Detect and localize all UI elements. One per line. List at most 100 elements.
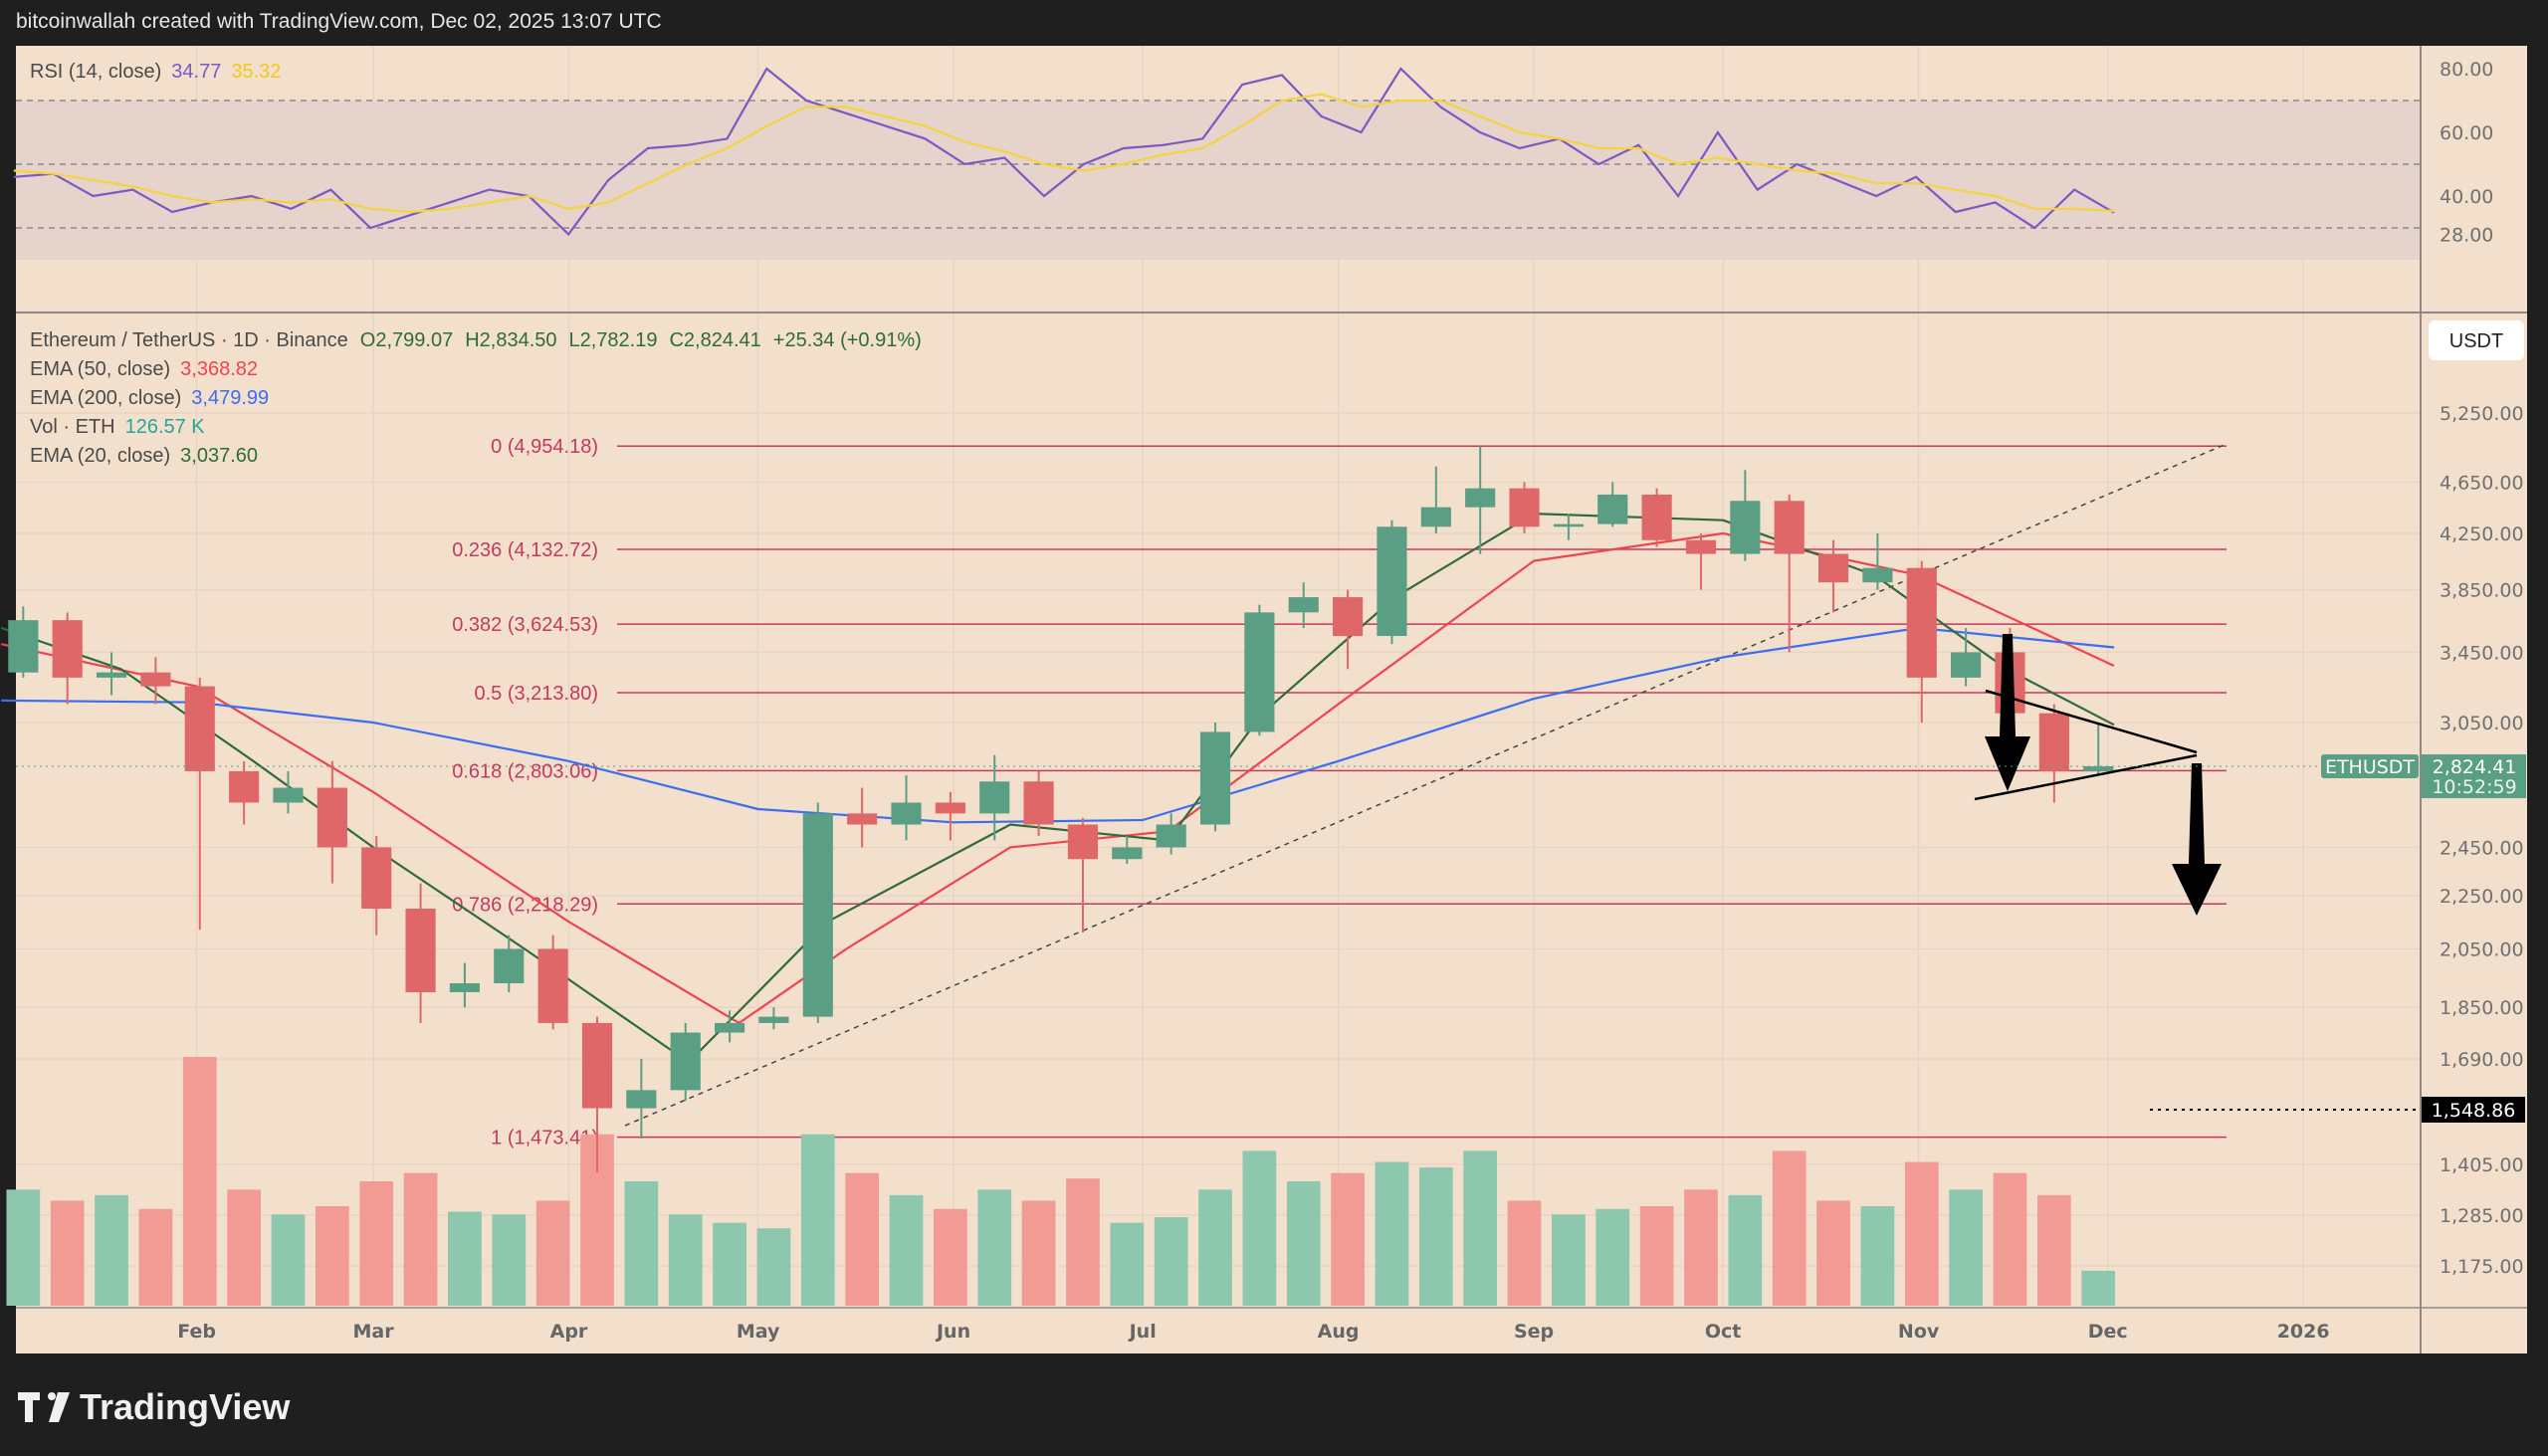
candles (8, 446, 2114, 1173)
price-tick-label: 2,250.00 (2440, 886, 2524, 908)
price-tick-label: 5,250.00 (2440, 403, 2524, 425)
candle-body (626, 1090, 657, 1109)
currency-label: USDT (2449, 330, 2503, 352)
fib-level-label: 0.786 (2,218.29) (452, 894, 598, 916)
symbol-legend[interactable]: Ethereum / TetherUS · 1D · Binance O2,799… (30, 329, 922, 351)
volume-bar (95, 1194, 128, 1306)
time-tick-label: Sep (1514, 1321, 1554, 1343)
triangle-upper-line[interactable] (1985, 689, 2198, 754)
volume-bar (182, 1057, 217, 1306)
trendline[interactable] (624, 443, 2228, 1127)
time-tick-label: Dec (2088, 1321, 2128, 1343)
price-tick-label: 1,405.00 (2440, 1154, 2524, 1176)
time-tick-label: Aug (1318, 1321, 1360, 1343)
time-tick-label: Jul (1128, 1321, 1157, 1343)
candle-body (1465, 488, 1496, 508)
price-tick-label: 1,690.00 (2440, 1049, 2524, 1071)
fib-level-label: 0 (4,954.18) (491, 436, 598, 458)
price-tick-label: 4,250.00 (2440, 523, 2524, 545)
time-tick-label: Oct (1705, 1321, 1742, 1343)
symbol-tag: ETHUSDT (2325, 756, 2415, 778)
triangle-pattern[interactable] (1974, 689, 2198, 801)
price-tick-label: 4,650.00 (2440, 472, 2524, 494)
volume-bar (977, 1189, 1012, 1306)
ema50-legend[interactable]: EMA (50, close) 3,368.82 (30, 358, 258, 380)
time-tick-label: 2026 (2277, 1321, 2330, 1343)
candle-body (537, 948, 568, 1023)
triangle-lower-line[interactable] (1974, 753, 2198, 801)
volume-bar (1331, 1172, 1365, 1306)
volume-bar (1816, 1200, 1850, 1306)
ema200-legend[interactable]: EMA (200, close) 3,479.99 (30, 387, 269, 409)
marker-price-label: 1,548.86 (2422, 1097, 2525, 1123)
volume-bar (1242, 1150, 1277, 1306)
rsi-legend[interactable]: RSI (14, close) 34.77 35.32 (30, 61, 281, 83)
volume-bar (845, 1172, 880, 1306)
rsi-tick-label: 60.00 (2440, 122, 2493, 144)
fib-level-label: 0.5 (3,213.80) (474, 683, 598, 705)
volume-bar (1860, 1206, 1895, 1306)
volume-bar (271, 1214, 306, 1306)
volume-bar (1154, 1217, 1188, 1306)
currency-button[interactable]: USDT (2429, 320, 2524, 360)
volume-bar (1066, 1178, 1100, 1306)
price-tick-label: 2,450.00 (2440, 837, 2524, 859)
fib-level-label: 1 (1,473.41) (491, 1128, 598, 1149)
arrow-down-icon[interactable] (2172, 763, 2222, 916)
candle-body (1597, 494, 1628, 524)
volume-bar (315, 1206, 349, 1306)
fib-level-label: 0.236 (4,132.72) (452, 539, 598, 561)
tradingview-logo[interactable]: TradingView (18, 1386, 290, 1428)
volume-bar (624, 1181, 659, 1306)
candle-body (714, 1022, 745, 1033)
ema20-legend[interactable]: EMA (20, close) 3,037.60 (30, 445, 258, 467)
bar-countdown: 10:52:59 (2432, 776, 2516, 798)
time-tick-label: Nov (1898, 1321, 1940, 1343)
volume-bar (403, 1172, 438, 1306)
candle-body (317, 787, 347, 848)
volume-bar (1021, 1200, 1056, 1306)
candle-body (1685, 539, 1717, 554)
candle-body (449, 983, 481, 992)
candle-body (802, 813, 833, 1017)
tradingview-logo-icon (18, 1392, 70, 1422)
candle-body (1553, 523, 1584, 527)
rsi-axis[interactable]: 80.00 60.00 40.00 28.00 (2440, 59, 2493, 246)
candle-body (96, 672, 127, 678)
volume-bar (889, 1194, 924, 1306)
ema50-line (0, 531, 2115, 1025)
candle-body (1244, 612, 1275, 732)
volume-bar (1639, 1206, 1674, 1306)
candle-body (1951, 652, 1982, 678)
candle-body (52, 620, 83, 678)
price-axis[interactable]: 5,250.00 4,650.00 4,250.00 3,850.00 3,450.00… (2440, 403, 2524, 1278)
rsi-line (13, 67, 2115, 237)
candle-body (847, 813, 878, 825)
candle-body (184, 686, 215, 771)
volume-bar (668, 1214, 703, 1306)
volume-bar (800, 1134, 835, 1306)
fibonacci-levels[interactable]: 0 (4,954.18) 0.236 (4,132.72) 0.382 (3,624… (452, 436, 2227, 1149)
time-axis[interactable]: Feb Mar Apr May Jun Jul Aug Sep Oct Nov Dec 2026 (177, 1321, 2329, 1343)
volume-bar (756, 1228, 791, 1306)
volume-bar (1728, 1194, 1763, 1306)
attribution-text: bitcoinwallah created with TradingView.c… (16, 10, 662, 33)
volume-bars (6, 1057, 2116, 1306)
volume-legend[interactable]: Vol · ETH 126.57 K (30, 416, 205, 438)
volume-bar (1110, 1222, 1145, 1306)
volume-bar (535, 1200, 570, 1306)
volume-bar (492, 1214, 527, 1306)
candle-body (979, 781, 1010, 814)
arrow-down-icon[interactable] (1985, 634, 2030, 791)
rsi-series (13, 67, 2115, 237)
volume-bar (1949, 1189, 1983, 1306)
rsi-signal-line (13, 93, 2115, 214)
volume-bar (2081, 1270, 2116, 1306)
marker-price: 1,548.86 (2432, 1100, 2516, 1122)
candle-body (361, 847, 392, 910)
rsi-band (16, 101, 2420, 260)
candle-body (2083, 765, 2114, 771)
volume-bar (50, 1200, 85, 1306)
candle-body (140, 672, 171, 687)
